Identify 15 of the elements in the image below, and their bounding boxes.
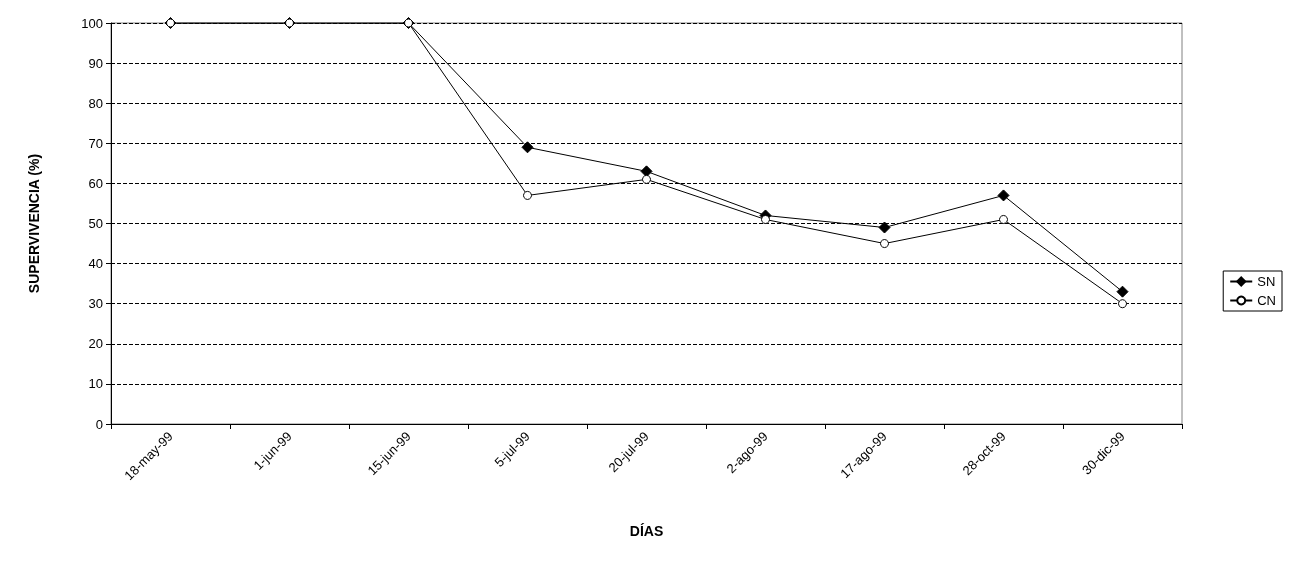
y-tick-label: 40 [88, 256, 103, 272]
y-tick-label: 80 [88, 95, 103, 111]
x-axis-title: DÍAS [629, 523, 664, 539]
y-tick-label: 10 [88, 376, 103, 392]
y-tick-label: 70 [88, 135, 103, 151]
y-axis-title: SUPERVIVENCIA (%) [26, 153, 42, 294]
y-tick-label: 0 [95, 416, 103, 432]
y-tick-label: 100 [81, 15, 103, 31]
legend-label: CN [1257, 293, 1276, 308]
legend-label: SN [1257, 274, 1276, 289]
y-tick-label: 20 [88, 336, 103, 352]
y-tick-label: 90 [88, 55, 103, 71]
y-tick-label: 50 [88, 216, 103, 231]
y-tick-label: 60 [88, 175, 103, 191]
y-tick-label: 30 [88, 296, 103, 312]
